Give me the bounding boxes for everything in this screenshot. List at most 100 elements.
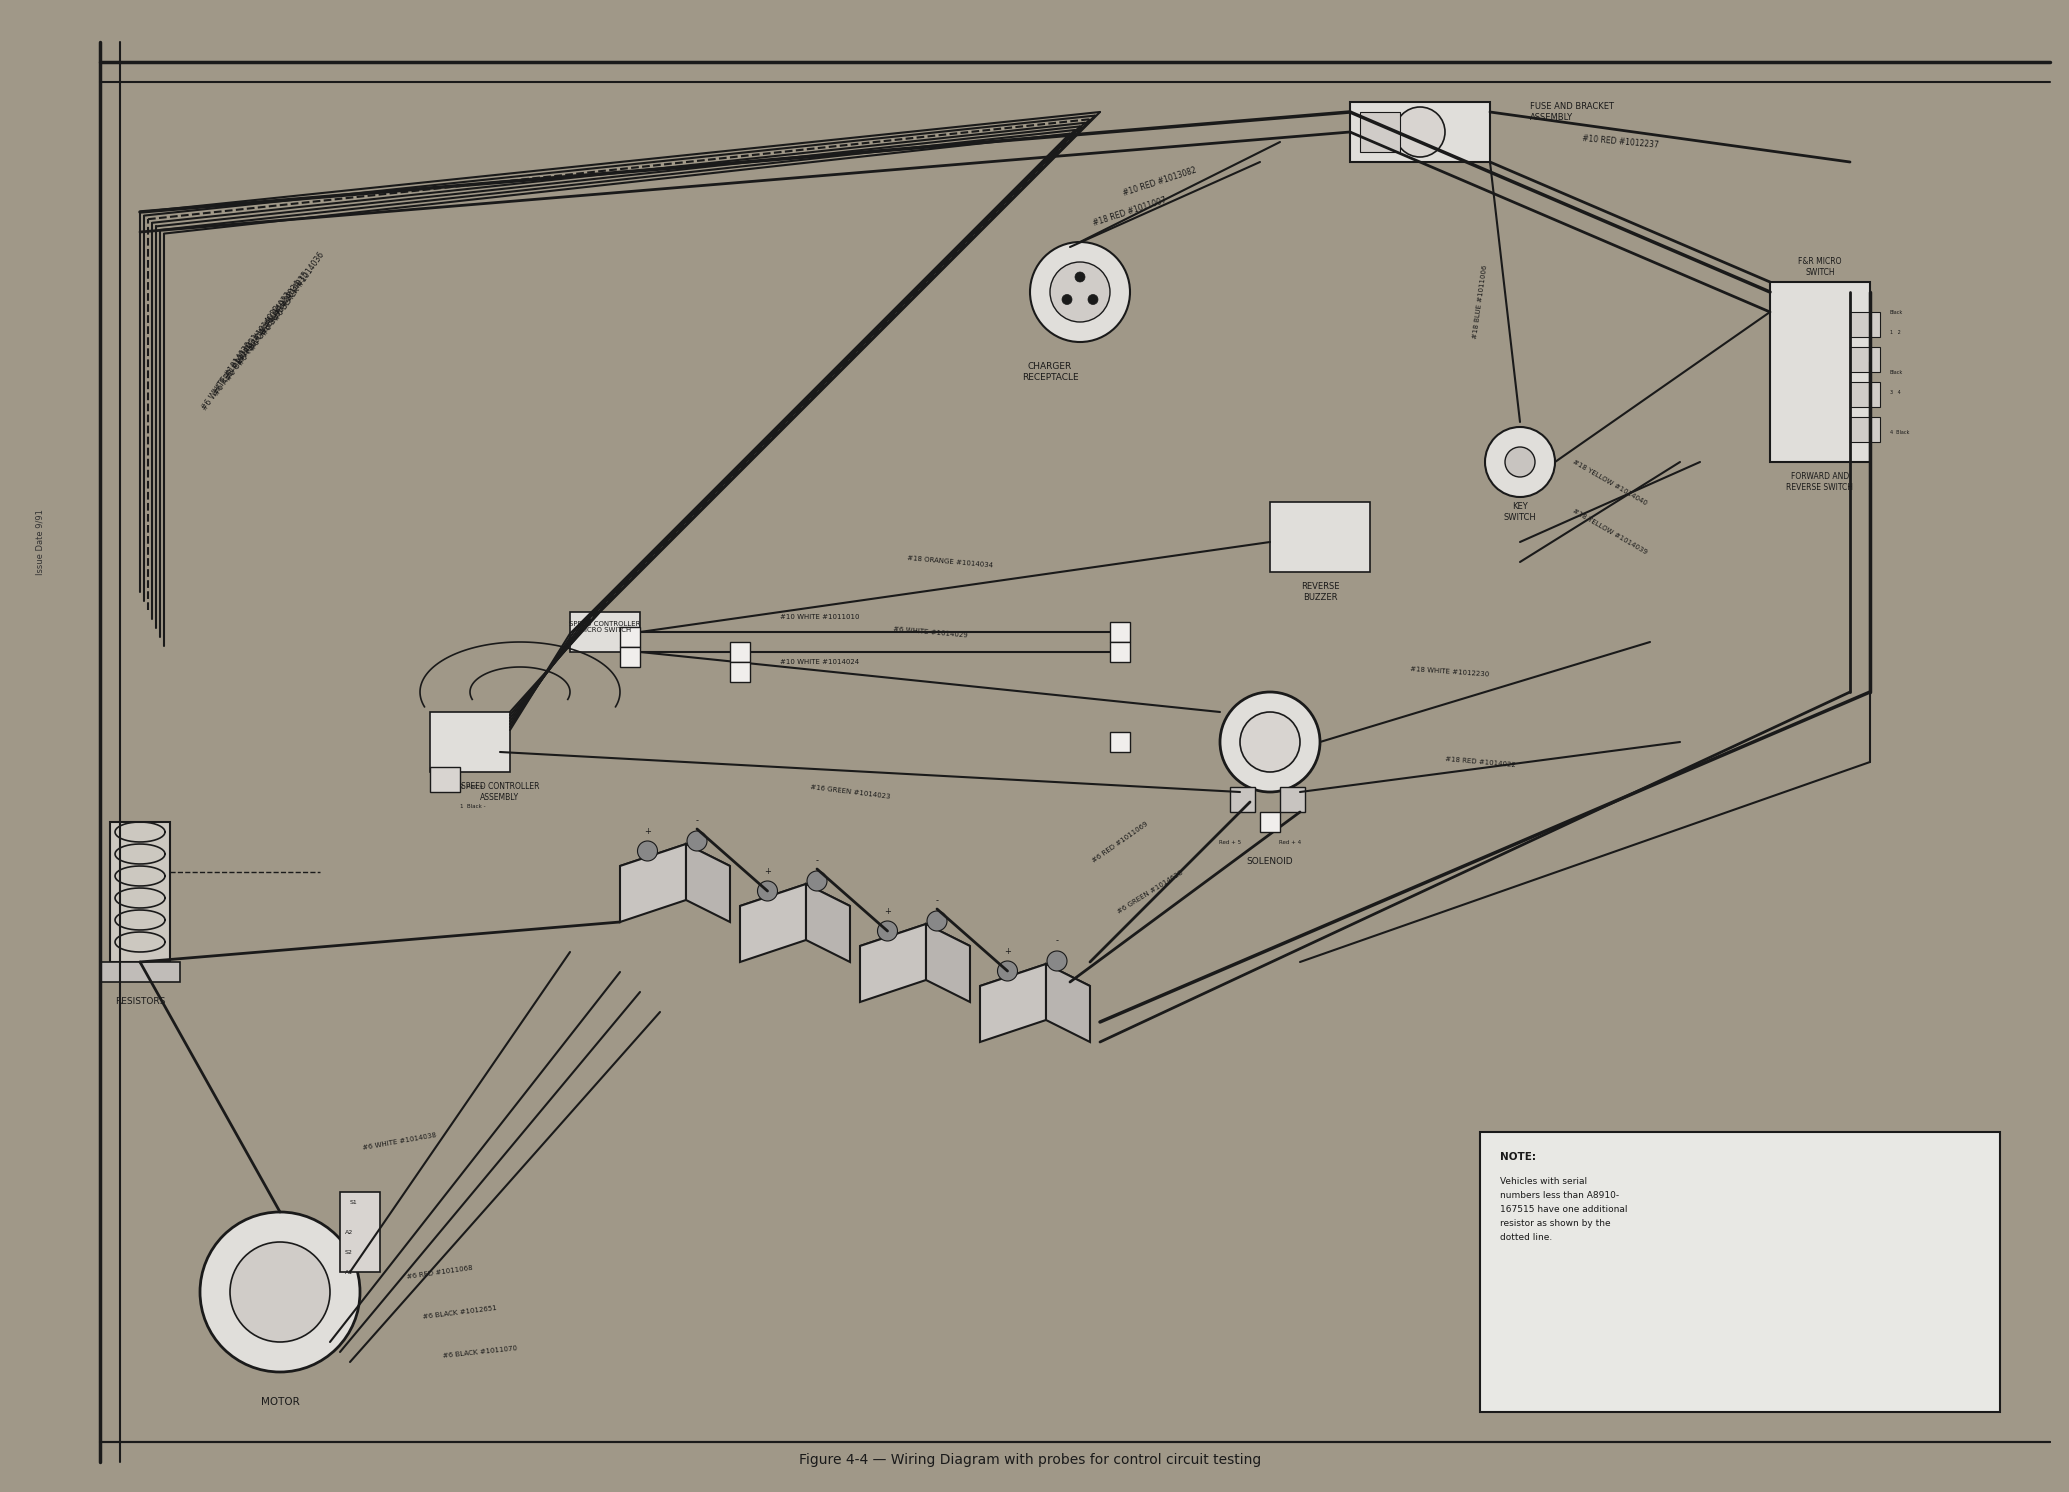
Bar: [339, 1192, 381, 1273]
Bar: [1850, 416, 1881, 442]
Text: FUSE AND BRACKET
ASSEMBLY: FUSE AND BRACKET ASSEMBLY: [1529, 103, 1614, 122]
Text: #6 BLACK #1014036: #6 BLACK #1014036: [271, 251, 327, 322]
Text: KEY
SWITCH: KEY SWITCH: [1504, 503, 1537, 522]
Bar: [1359, 112, 1401, 152]
Text: #6 BLACK #1012651: #6 BLACK #1012651: [422, 1304, 497, 1319]
Circle shape: [637, 841, 658, 861]
Polygon shape: [861, 924, 970, 968]
Text: A1: A1: [346, 1270, 354, 1274]
Circle shape: [997, 961, 1018, 982]
Text: #6 RED #1011068: #6 RED #1011068: [408, 1264, 474, 1280]
Text: NOTE:: NOTE:: [1500, 1152, 1535, 1162]
Bar: [1479, 1132, 2001, 1411]
Text: -: -: [935, 897, 939, 906]
Circle shape: [757, 880, 778, 901]
Bar: [1850, 312, 1881, 337]
Text: #6 YELLOW #1014033: #6 YELLOW #1014033: [236, 291, 294, 367]
Text: #18 RED #1011007: #18 RED #1011007: [1092, 195, 1167, 228]
Bar: [430, 712, 509, 771]
Circle shape: [1049, 263, 1109, 322]
Bar: [1270, 501, 1370, 571]
Text: Red + 4: Red + 4: [1279, 840, 1301, 844]
Text: #6 GREEN #1014628: #6 GREEN #1014628: [1115, 870, 1183, 915]
Circle shape: [877, 921, 898, 941]
Circle shape: [1088, 294, 1099, 304]
Bar: [1109, 642, 1130, 662]
Text: #18 YELLOW #1014040: #18 YELLOW #1014040: [1572, 458, 1649, 506]
Text: -: -: [695, 816, 699, 825]
Text: 1   2: 1 2: [1889, 330, 1901, 334]
Polygon shape: [621, 844, 730, 888]
Text: #18 YELLOW #1014039: #18 YELLOW #1014039: [1572, 509, 1649, 557]
Polygon shape: [861, 924, 927, 1003]
Text: #6 WHITE #1014038: #6 WHITE #1014038: [362, 1132, 437, 1152]
Text: #6 ORANGE #1014032: #6 ORANGE #1014032: [223, 304, 281, 382]
Circle shape: [1395, 107, 1444, 157]
Bar: [569, 612, 639, 652]
Circle shape: [201, 1212, 360, 1373]
Polygon shape: [741, 883, 850, 928]
Bar: [1260, 812, 1281, 833]
Text: SPEED CONTROLLER
MICRO SWITCH: SPEED CONTROLLER MICRO SWITCH: [569, 621, 641, 634]
Polygon shape: [981, 964, 1047, 1041]
Text: SPEED CONTROLLER
ASSEMBLY: SPEED CONTROLLER ASSEMBLY: [461, 782, 540, 801]
Text: Figure 4-4 — Wiring Diagram with probes for control circuit testing: Figure 4-4 — Wiring Diagram with probes …: [799, 1453, 1262, 1467]
Text: REVERSE
BUZZER: REVERSE BUZZER: [1301, 582, 1339, 601]
Text: S2: S2: [346, 1249, 354, 1255]
Text: FORWARD AND
REVERSE SWITCH: FORWARD AND REVERSE SWITCH: [1786, 473, 1854, 492]
Circle shape: [1076, 272, 1084, 282]
Text: #6 RED #1011069: #6 RED #1011069: [1090, 821, 1148, 864]
Bar: [1769, 282, 1870, 463]
Bar: [621, 627, 639, 648]
Bar: [1281, 786, 1306, 812]
Text: 3   4: 3 4: [1889, 389, 1901, 394]
Bar: [621, 648, 639, 667]
Circle shape: [1239, 712, 1299, 771]
Bar: [430, 767, 459, 792]
Text: +: +: [643, 827, 652, 836]
Text: 4  Black: 4 Black: [1889, 430, 1910, 434]
Text: CHARGER
RECEPTACLE: CHARGER RECEPTACLE: [1022, 363, 1078, 382]
Text: #10 RED #1013082: #10 RED #1013082: [1121, 166, 1198, 198]
Text: #10 WHITE #1011010: #10 WHITE #1011010: [780, 615, 861, 621]
Text: SOLENOID: SOLENOID: [1248, 858, 1293, 867]
Text: A2: A2: [346, 1229, 354, 1234]
Bar: [1109, 622, 1130, 642]
Text: Issue Date 9/91: Issue Date 9/91: [35, 509, 46, 574]
Text: S1: S1: [350, 1200, 358, 1204]
Text: +: +: [763, 867, 772, 876]
Text: #6 GREEN #1014034: #6 GREEN #1014034: [248, 279, 302, 352]
Text: RESISTORS: RESISTORS: [114, 998, 166, 1007]
Text: #18 RED #1014022: #18 RED #1014022: [1444, 756, 1515, 768]
Text: -: -: [815, 856, 819, 865]
Polygon shape: [741, 883, 807, 962]
Text: #6 BLACK #1011070: #6 BLACK #1011070: [443, 1346, 517, 1359]
Circle shape: [1504, 448, 1535, 477]
Circle shape: [807, 871, 828, 891]
Polygon shape: [927, 924, 970, 1003]
Polygon shape: [1047, 964, 1090, 1041]
Polygon shape: [807, 883, 850, 962]
Text: 1  Black -: 1 Black -: [459, 804, 486, 810]
Text: #6 WHITE #1014030: #6 WHITE #1014030: [201, 340, 254, 412]
Bar: [110, 822, 170, 962]
Circle shape: [687, 831, 708, 850]
Text: #6 RED #1014031: #6 RED #1014031: [211, 333, 261, 397]
Text: #16 GREEN #1014023: #16 GREEN #1014023: [809, 785, 890, 800]
Bar: [1109, 733, 1130, 752]
Circle shape: [927, 912, 948, 931]
Text: Vehicles with serial
numbers less than A8910-
167515 have one additional
resisto: Vehicles with serial numbers less than A…: [1500, 1177, 1628, 1241]
Text: #18 ORANGE #1014034: #18 ORANGE #1014034: [906, 555, 993, 568]
Text: 2  Red +: 2 Red +: [459, 785, 484, 789]
Text: #10 WHITE #1014024: #10 WHITE #1014024: [780, 659, 859, 665]
Text: #10 RED #1012237: #10 RED #1012237: [1581, 134, 1659, 149]
Text: MOTOR: MOTOR: [261, 1397, 300, 1407]
Circle shape: [1486, 427, 1556, 497]
Text: Black: Black: [1889, 370, 1903, 374]
Bar: [1850, 382, 1881, 407]
Text: F&R MICRO
SWITCH: F&R MICRO SWITCH: [1798, 257, 1841, 276]
Circle shape: [1061, 294, 1072, 304]
Text: #18 BLUE #1011006: #18 BLUE #1011006: [1471, 264, 1488, 339]
Text: Red + 5: Red + 5: [1219, 840, 1241, 844]
Text: #6 WHITE #1014029: #6 WHITE #1014029: [892, 625, 968, 639]
